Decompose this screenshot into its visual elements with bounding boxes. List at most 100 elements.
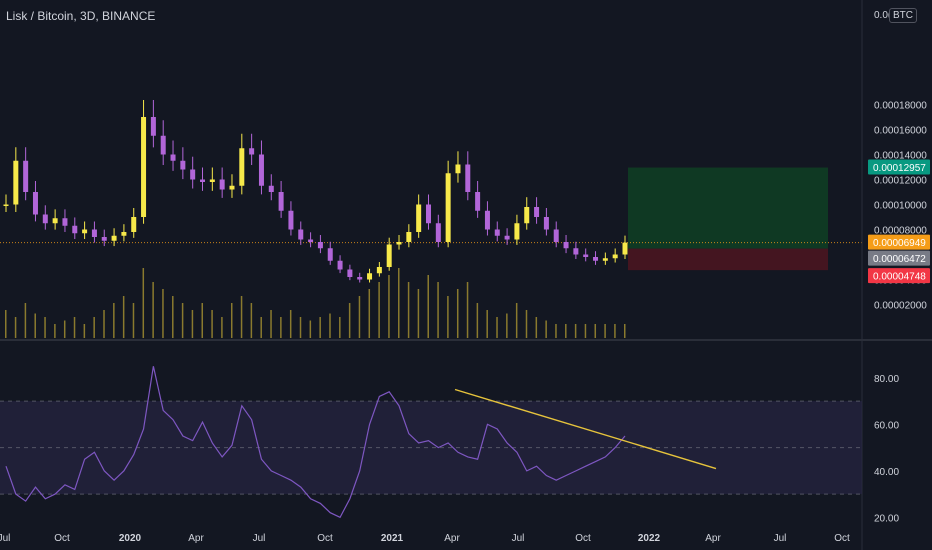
rsi-line (5, 366, 626, 519)
volume-bar (486, 310, 488, 338)
volume-bar (348, 303, 351, 338)
volume-bar (162, 289, 164, 338)
candle-body (308, 239, 314, 242)
candle-body (543, 217, 549, 230)
volume-bar (24, 303, 27, 338)
candle-body (425, 204, 431, 224)
chart-title: Lisk / Bitcoin, 3D, BINANCE (6, 9, 156, 23)
volume-bar (535, 317, 538, 338)
volume-bar (525, 310, 528, 338)
candle-body (13, 160, 19, 205)
volume-bar (545, 320, 547, 338)
volume-bar (309, 320, 312, 338)
target-zone (628, 167, 828, 249)
volume-bar (398, 268, 400, 338)
candle-body (91, 229, 97, 237)
candle-body (190, 169, 196, 180)
volume-bar (329, 313, 331, 338)
candle-body (121, 232, 127, 236)
volume-bar (466, 282, 469, 338)
volume-bar (624, 324, 626, 338)
volume-bar (5, 310, 7, 338)
volume-bar (496, 317, 498, 338)
x-tick: Oct (575, 533, 591, 544)
volume-bar (191, 310, 194, 338)
price-tick: 0.00010000 (874, 201, 927, 212)
candle-body (386, 244, 392, 267)
candle-body (23, 160, 29, 192)
volume-bar (368, 289, 371, 338)
volume-bar (260, 317, 262, 338)
volume-bar (44, 317, 46, 338)
volume-bar (427, 275, 429, 338)
candle-body (553, 229, 559, 242)
candle-body (3, 204, 9, 206)
price-tick: 0.00008000 (874, 226, 927, 237)
price-tick: 0.00016000 (874, 126, 927, 137)
volume-bar (54, 324, 56, 338)
x-tick: Oct (834, 533, 850, 544)
volume-bar (565, 324, 567, 338)
volume-bar (122, 296, 125, 338)
candle-body (219, 179, 225, 190)
candle-body (62, 218, 68, 226)
level-label-bg (868, 234, 930, 250)
price-tick-partial: 0.0( (874, 10, 892, 21)
x-tick: 2022 (638, 533, 661, 544)
x-tick: Apr (705, 533, 721, 544)
candle-body (249, 148, 255, 155)
candle-body (327, 248, 333, 261)
x-tick: 2020 (119, 533, 142, 544)
volume-bar (93, 317, 95, 338)
volume-bar (594, 324, 597, 338)
volume-bar (14, 317, 17, 338)
candle-body (484, 210, 490, 230)
volume-bar (584, 324, 587, 338)
volume-bar (407, 282, 410, 338)
volume-bar (181, 303, 184, 338)
volume-bar (83, 324, 86, 338)
candle-body (534, 207, 540, 217)
candle-body (82, 229, 88, 234)
volume-bar (604, 324, 606, 338)
candle-body (406, 232, 412, 242)
x-tick: Oct (317, 533, 333, 544)
candle-body (200, 179, 206, 182)
candle-body (465, 164, 471, 192)
level-label: 0.00006949 (873, 238, 926, 249)
currency-badge[interactable]: BTC (889, 8, 917, 23)
candle-body (258, 154, 264, 186)
candle-body (111, 235, 117, 241)
volume-bar (280, 317, 282, 338)
candle-body (494, 229, 500, 236)
volume-bar (358, 296, 361, 338)
candle-body (180, 160, 186, 170)
stop-zone (628, 248, 828, 271)
x-tick: Apr (444, 533, 460, 544)
volume-bar (250, 303, 253, 338)
level-label-bg (868, 159, 930, 175)
price-tick: 0.00002000 (874, 301, 927, 312)
candle-body (170, 154, 176, 161)
x-tick: 2021 (381, 533, 404, 544)
level-label: 0.00006472 (873, 254, 926, 265)
volume-bar (132, 303, 135, 338)
rsi-tick: 60.00 (874, 420, 899, 431)
level-label: 0.00004748 (873, 272, 926, 283)
candle-body (347, 269, 353, 277)
candle-body (288, 210, 294, 230)
x-tick: Apr (188, 533, 204, 544)
volume-bar (555, 324, 557, 338)
volume-bar (211, 310, 213, 338)
candle-body (141, 117, 147, 217)
volume-bar (456, 289, 459, 338)
candle-body (573, 248, 579, 255)
volume-bar (73, 317, 76, 338)
rsi-tick: 40.00 (874, 467, 899, 478)
volume-bar (299, 317, 302, 338)
x-tick: Oct (54, 533, 70, 544)
volume-bar (319, 317, 321, 338)
x-tick: Jul (253, 533, 266, 544)
x-tick: Jul (0, 533, 10, 544)
